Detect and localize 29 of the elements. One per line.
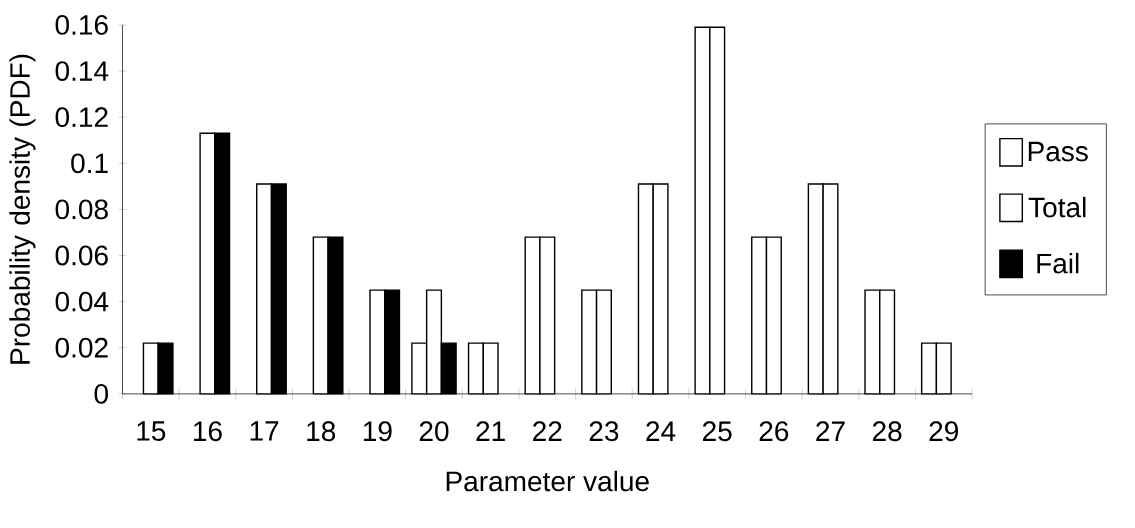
y-tick-label: 0 xyxy=(94,384,108,405)
y-tick-label: 0.08 xyxy=(55,199,108,220)
x-axis-title: Parameter value xyxy=(446,470,649,492)
x-tick-label: 21 xyxy=(476,421,505,442)
x-tick-label: 23 xyxy=(589,421,619,442)
y-tick-label: 0.02 xyxy=(55,338,108,358)
x-tick-label: 18 xyxy=(307,421,336,442)
x-tick-label: 15 xyxy=(137,421,166,442)
x-tick-label: 20 xyxy=(419,421,449,442)
y-tick-label: 0.12 xyxy=(55,107,108,128)
x-tick-label: 24 xyxy=(646,421,676,442)
y-tick-label: 0.16 xyxy=(55,15,108,36)
y-tick-label: 0.06 xyxy=(55,245,108,266)
x-tick-label: 22 xyxy=(533,421,562,442)
x-tick-label: 16 xyxy=(194,421,222,442)
y-tick-label: 0.04 xyxy=(55,291,109,312)
x-tick-label: 29 xyxy=(929,421,959,442)
y-tick-label: 0.1 xyxy=(71,153,108,174)
x-tick-label: 27 xyxy=(816,421,845,442)
x-tick-label: 25 xyxy=(703,421,732,442)
x-tick-label: 26 xyxy=(759,421,789,442)
legend-label: Pass xyxy=(1028,142,1088,162)
y-tick-label: 0.14 xyxy=(55,61,109,82)
x-tick-label: 19 xyxy=(363,421,392,442)
y-axis-title: Probability density (PDF) xyxy=(9,54,36,364)
legend-label: Fail xyxy=(1037,253,1079,274)
legend-label: Total xyxy=(1028,197,1086,218)
x-tick-label: 17 xyxy=(250,421,279,441)
x-tick-label: 28 xyxy=(872,421,902,442)
